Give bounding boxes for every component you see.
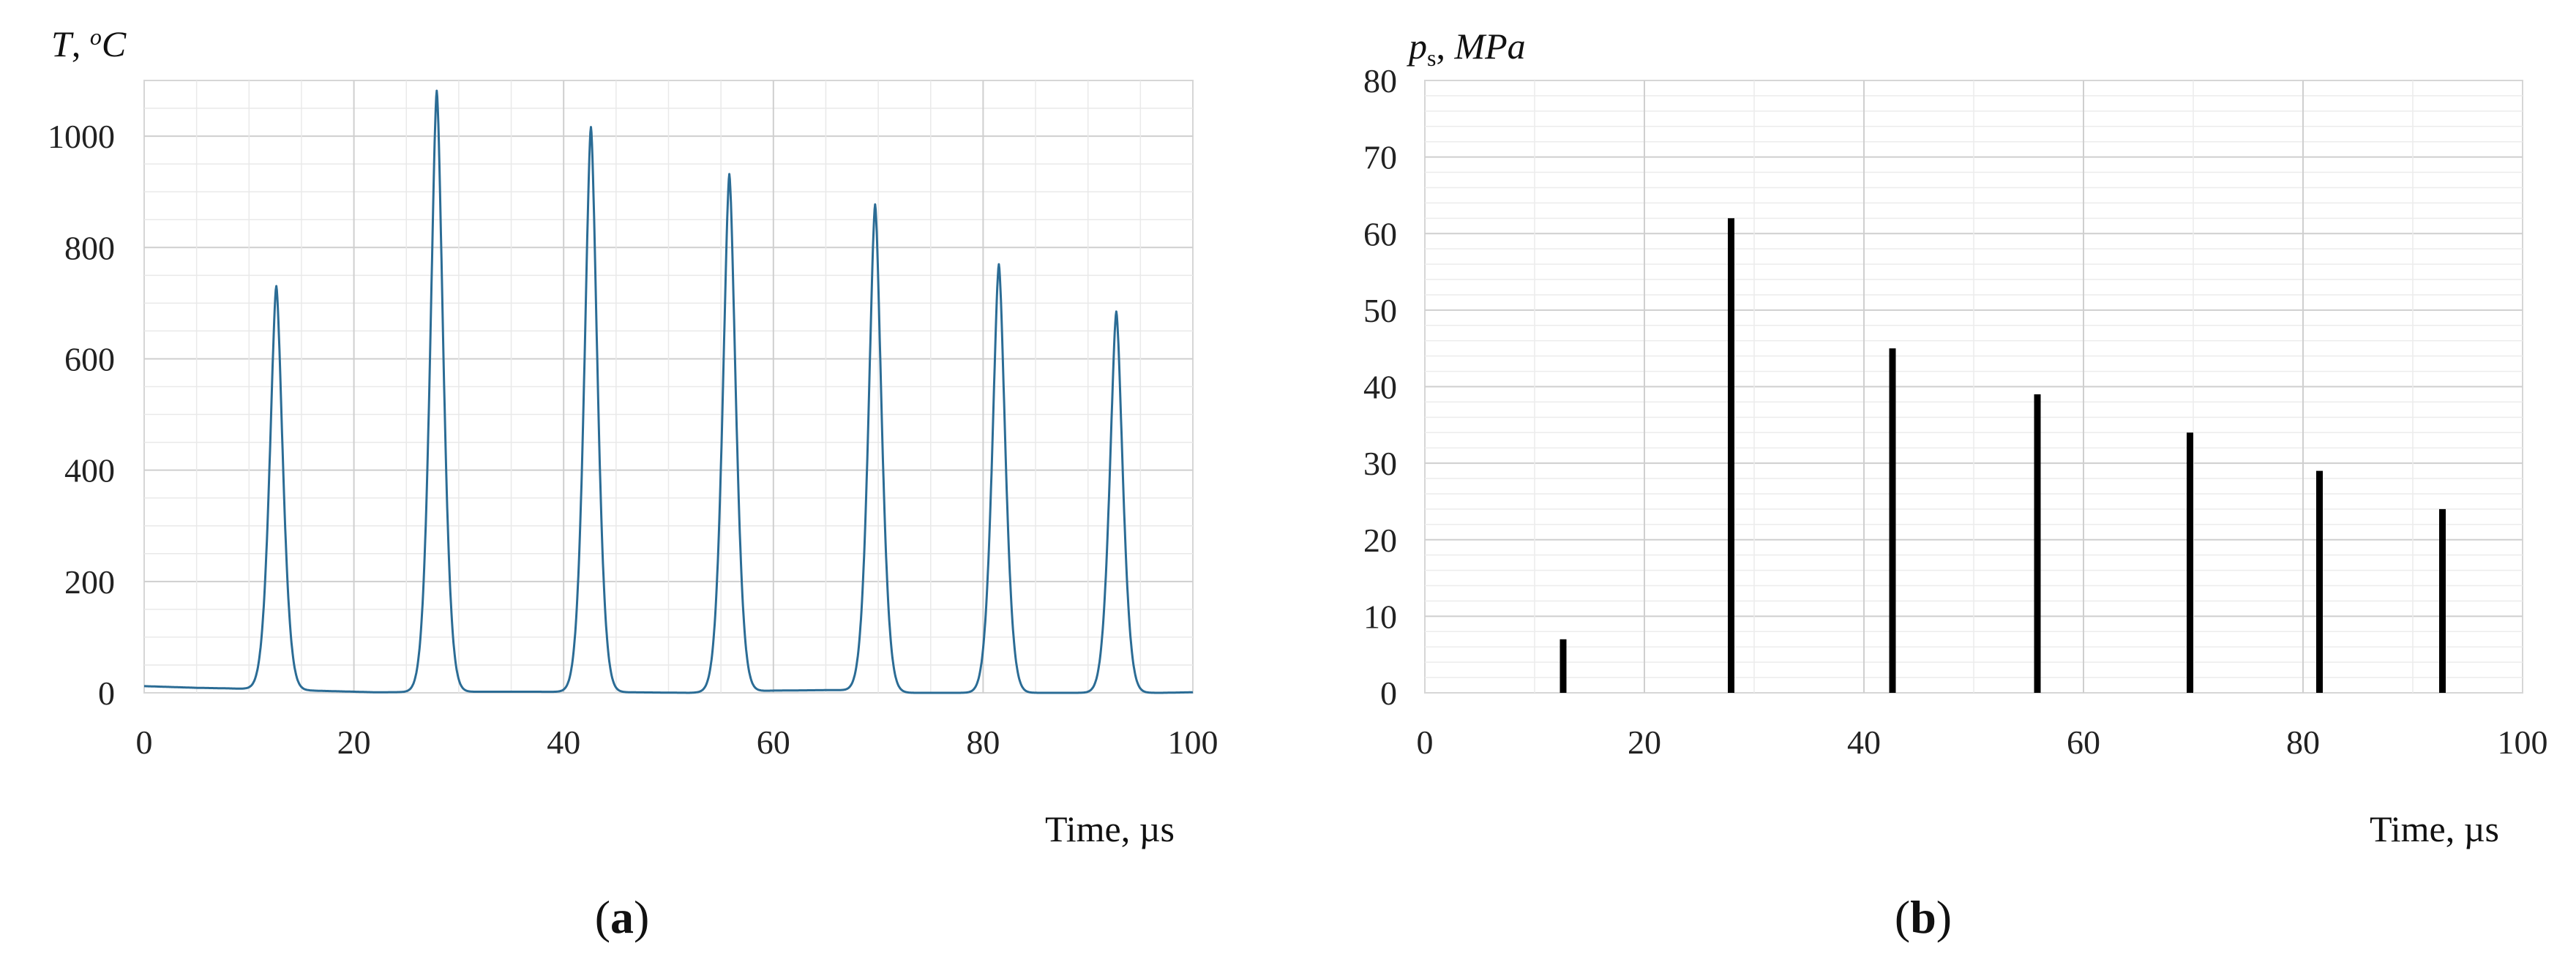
y-tick-label: 200 [64, 563, 115, 601]
chart-a-series [143, 89, 1194, 694]
y-tick-label: 70 [1363, 139, 1397, 176]
y-tick-label: 400 [64, 452, 115, 489]
chart-b-series [1560, 218, 2446, 693]
x-tick-label: 100 [2498, 724, 2548, 761]
chart-a-grid [144, 80, 1193, 693]
pressure-bar [1728, 218, 1734, 693]
y-tick-label: 30 [1363, 445, 1397, 482]
y-tick-label: 20 [1363, 522, 1397, 559]
chart-b-ylabel: ps, MPa [1407, 26, 1526, 71]
pressure-bar [2034, 394, 2041, 693]
x-tick-label: 80 [966, 724, 1000, 761]
x-tick-label: 40 [547, 724, 580, 761]
y-tick-label: 60 [1363, 215, 1397, 252]
pressure-bar [1889, 348, 1896, 693]
y-tick-label: 1000 [48, 118, 115, 155]
pressure-bar [2187, 432, 2193, 693]
y-tick-label: 50 [1363, 292, 1397, 329]
x-tick-label: 0 [1417, 724, 1434, 761]
y-tick-label: 0 [98, 675, 115, 712]
x-tick-label: 60 [2067, 724, 2100, 761]
y-tick-label: 40 [1363, 369, 1397, 406]
pressure-bar [2439, 508, 2446, 693]
pressure-bar [2316, 470, 2323, 693]
chart-b-grid [1425, 80, 2523, 693]
y-tick-label: 600 [64, 340, 115, 378]
x-tick-label: 20 [1628, 724, 1661, 761]
chart-b-xlabel: Time, µs [2370, 808, 2499, 849]
pressure-bar [1560, 639, 1567, 693]
chart-b: 0 10 20 30 40 50 60 70 80 0 20 40 60 80 100 ps, MPa Ti… [1363, 26, 2548, 943]
x-tick-label: 60 [757, 724, 790, 761]
y-tick-label: 80 [1363, 62, 1397, 99]
chart-a-xlabel: Time, µs [1045, 808, 1175, 849]
y-tick-label: 0 [1380, 675, 1397, 712]
chart-a-ylabel: T, oC [51, 23, 127, 64]
chart-a-ticks: 0 200 400 600 800 1000 0 20 40 60 80 100 [48, 118, 1218, 761]
y-tick-label: 10 [1363, 598, 1397, 635]
x-tick-label: 20 [337, 724, 371, 761]
x-tick-label: 80 [2286, 724, 2320, 761]
x-tick-label: 40 [1847, 724, 1881, 761]
y-tick-label: 800 [64, 229, 115, 266]
x-tick-label: 100 [1168, 724, 1218, 761]
panel-label-a: (a) [595, 891, 650, 943]
x-tick-label: 0 [136, 724, 153, 761]
chart-b-ticks: 0 10 20 30 40 50 60 70 80 0 20 40 60 80 100 [1363, 62, 2548, 761]
panel-label-b: (b) [1895, 891, 1952, 943]
chart-a: 0 200 400 600 800 1000 0 20 40 60 80 100 T, oC Time… [48, 23, 1218, 943]
temperature-line [143, 89, 1194, 694]
